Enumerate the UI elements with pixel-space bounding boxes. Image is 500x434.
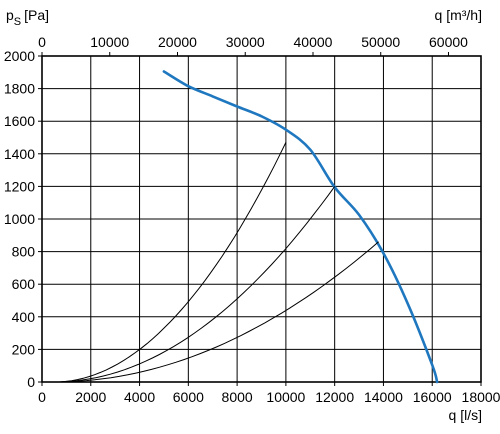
y-tick-label: 1600 (4, 113, 35, 129)
x-tick-label: 4000 (124, 389, 155, 405)
x-tick-label: 6000 (173, 389, 204, 405)
top-x-tick-label: 0 (38, 34, 46, 50)
series-layer (54, 70, 439, 384)
y-tick-label: 800 (12, 244, 36, 260)
y-tick-label: 1200 (4, 178, 35, 194)
y-tick-label: 2000 (4, 48, 35, 64)
y-tick-label: 1400 (4, 146, 35, 162)
plot-frame (41, 55, 482, 383)
tick-labels: 0 2000 4000 6000 8000 10000 12000 14000 16000 180… (4, 34, 500, 405)
x-tick-label: 16000 (413, 389, 452, 405)
x-tick-label: 8000 (222, 389, 253, 405)
top-x-tick-label: 60000 (429, 34, 468, 50)
top-x-tick-label: 20000 (158, 34, 197, 50)
y-tick-label: 1000 (4, 211, 35, 227)
x-tick-label: 10000 (266, 389, 305, 405)
x-tick-label: 14000 (364, 389, 403, 405)
x-tick-label: 18000 (462, 389, 500, 405)
top-x-tick-label: 30000 (226, 34, 265, 50)
grid-lines (38, 52, 482, 386)
y-tick-label: 600 (12, 276, 36, 292)
top-x-tick-label: 50000 (361, 34, 400, 50)
system-curve (54, 186, 336, 383)
x-tick-label: 0 (38, 389, 46, 405)
y-tick-label: 0 (27, 374, 35, 390)
x-tick-label: 2000 (75, 389, 106, 405)
top-x-axis-label: q [m³/h] (435, 7, 482, 23)
top-x-tick-label: 40000 (294, 34, 333, 50)
top-x-tick-label: 10000 (90, 34, 129, 50)
y-tick-label: 1800 (4, 81, 35, 97)
y-axis-label: pS [Pa] (6, 7, 49, 28)
system-curve (54, 142, 287, 383)
x-axis-label: q [l/s] (449, 407, 482, 423)
system-curve (54, 241, 379, 383)
y-tick-label: 400 (12, 309, 36, 325)
x-tick-label: 12000 (315, 389, 354, 405)
y-tick-label: 200 (12, 341, 36, 357)
fan-curve (162, 70, 439, 384)
